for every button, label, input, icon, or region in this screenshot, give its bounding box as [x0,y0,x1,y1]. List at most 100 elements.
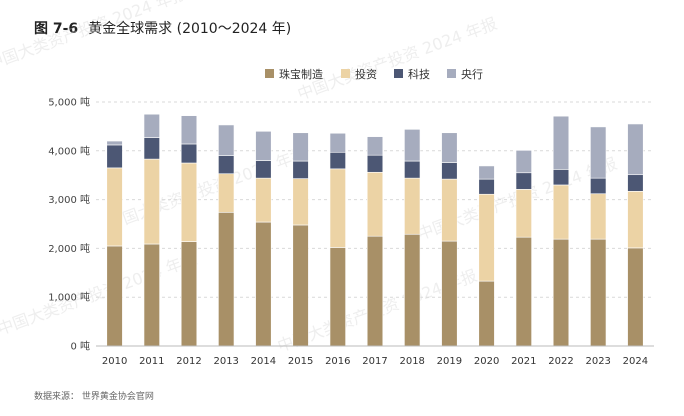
legend-swatch-investment [341,69,350,78]
bar-segment-jewelry [552,238,570,347]
bar-segment-investment [404,177,421,235]
bar-segment-jewelry [478,280,495,347]
watermark-text: 中国大类资产投资 2024 年报 [0,249,200,339]
x-tick-label: 2014 [251,356,276,367]
bar-segment-central_bank [404,129,421,162]
bar-segment-investment [292,178,309,226]
x-tick-label: 2016 [325,356,350,367]
bar-segment-investment [143,158,160,245]
bar-segment-investment [627,191,644,249]
bar-segment-investment [590,193,607,240]
bar-segment-technology [143,137,160,160]
y-tick-label: 2,000 吨 [48,242,90,255]
legend-label-central_bank: 央行 [461,68,483,81]
bar-segment-investment [218,173,235,213]
source-note: 数据来源： 世界黄金协会官网 [34,392,154,402]
x-tick-label: 2017 [362,356,387,367]
bar-segment-central_bank [218,124,235,156]
bar-segment-central_bank [478,165,495,180]
legend: 珠宝制造 投资 科技 央行 [265,67,483,81]
legend-swatch-jewelry [265,69,274,78]
bar-segment-technology [366,154,384,173]
bar-segment-technology [478,178,495,195]
figure-title-text: 黄金全球需求 (2010～2024 年) [88,21,292,37]
bar-segment-technology [552,169,570,186]
bar-segment-technology [180,143,198,164]
bar-segment-technology [590,177,607,195]
x-tick-label: 2022 [548,356,573,367]
x-tick-label: 2012 [176,356,201,367]
bar-segment-jewelry [329,247,346,347]
bar-segment-investment [478,193,495,282]
bar-segment-jewelry [515,236,532,347]
chart-title: 图 7-6 黄金全球需求 (2010～2024 年) [34,18,291,38]
bar-segment-technology [404,160,421,179]
bar-segment-jewelry [441,240,458,347]
legend-swatch-central_bank [447,69,456,78]
bar-segment-central_bank [292,132,309,162]
bar-segment-jewelry [180,241,198,347]
bar-segment-jewelry [366,235,384,347]
bar-segment-investment [329,168,346,248]
x-tick-label: 2018 [399,356,424,367]
bar-segment-investment [515,189,532,238]
bar-segment-central_bank [441,132,458,163]
bar-segment-investment [180,162,198,242]
watermark-text: 中国大类资产投资 2024 年报 [295,14,500,104]
bar-segment-central_bank [366,136,384,156]
y-tick-label: 5,000 吨 [48,96,90,109]
x-tick-label: 2024 [623,356,648,367]
x-tick-label: 2013 [213,356,238,367]
bar-segment-investment [255,177,272,223]
watermark-text: 中国大类资产投资 2024 年报 [105,144,310,234]
bar-segment-investment [106,167,123,247]
bar-segment-central_bank [255,130,272,161]
bar-segment-technology [218,155,235,175]
y-tick-label: 0 吨 [70,340,90,353]
y-tick-label: 1,000 吨 [48,291,90,304]
bar-segment-central_bank [329,132,346,153]
bar-segment-technology [292,160,309,179]
watermark-text: 中国大类资产投资 2024 年报 [0,0,190,74]
bar-segment-jewelry [218,211,235,347]
x-tick-label: 2011 [139,356,164,367]
y-axis: 0 吨 1,000 吨 2,000 吨 3,000 吨 4,000 吨 5,000 吨 [48,96,90,353]
x-tick-label: 2023 [585,356,610,367]
bar-segment-technology [255,160,272,179]
bar-segment-central_bank [552,115,570,170]
bar-segment-technology [441,162,458,180]
bar-segment-jewelry [255,221,272,347]
bar-segment-jewelry [143,243,160,347]
bar-segment-jewelry [292,224,309,347]
figure-number: 图 7-6 [34,21,79,37]
bar-segment-jewelry [627,247,644,347]
bar-segment-central_bank [106,140,123,146]
x-tick-label: 2020 [474,356,499,367]
legend-label-technology: 科技 [408,67,430,81]
bar-segment-central_bank [627,123,644,176]
bar-segment-technology [329,151,346,170]
bar-segment-central_bank [180,115,198,145]
bar-segment-central_bank [143,113,160,138]
x-tick-label: 2015 [288,356,313,367]
bar-segment-investment [441,178,458,242]
bar-segment-investment [366,171,384,237]
bar-segment-jewelry [106,245,123,347]
bar-segment-central_bank [515,150,532,174]
bars [106,113,644,347]
bar-segment-jewelry [590,238,607,347]
y-tick-label: 3,000 吨 [48,193,90,206]
bar-segment-technology [627,174,644,192]
x-tick-label: 2010 [102,356,127,367]
bar-segment-technology [515,172,532,190]
x-tick-label: 2021 [511,356,536,367]
legend-label-jewelry: 珠宝制造 [279,67,323,81]
bar-segment-technology [106,144,123,169]
legend-label-investment: 投资 [355,67,377,81]
x-axis: 2010 2011 2012 2013 2014 2015 2016 2017 2018 2019… [96,345,654,367]
legend-swatch-technology [394,69,403,78]
x-tick-label: 2019 [437,356,462,367]
bar-segment-jewelry [404,233,421,347]
y-tick-label: 4,000 吨 [48,144,90,157]
